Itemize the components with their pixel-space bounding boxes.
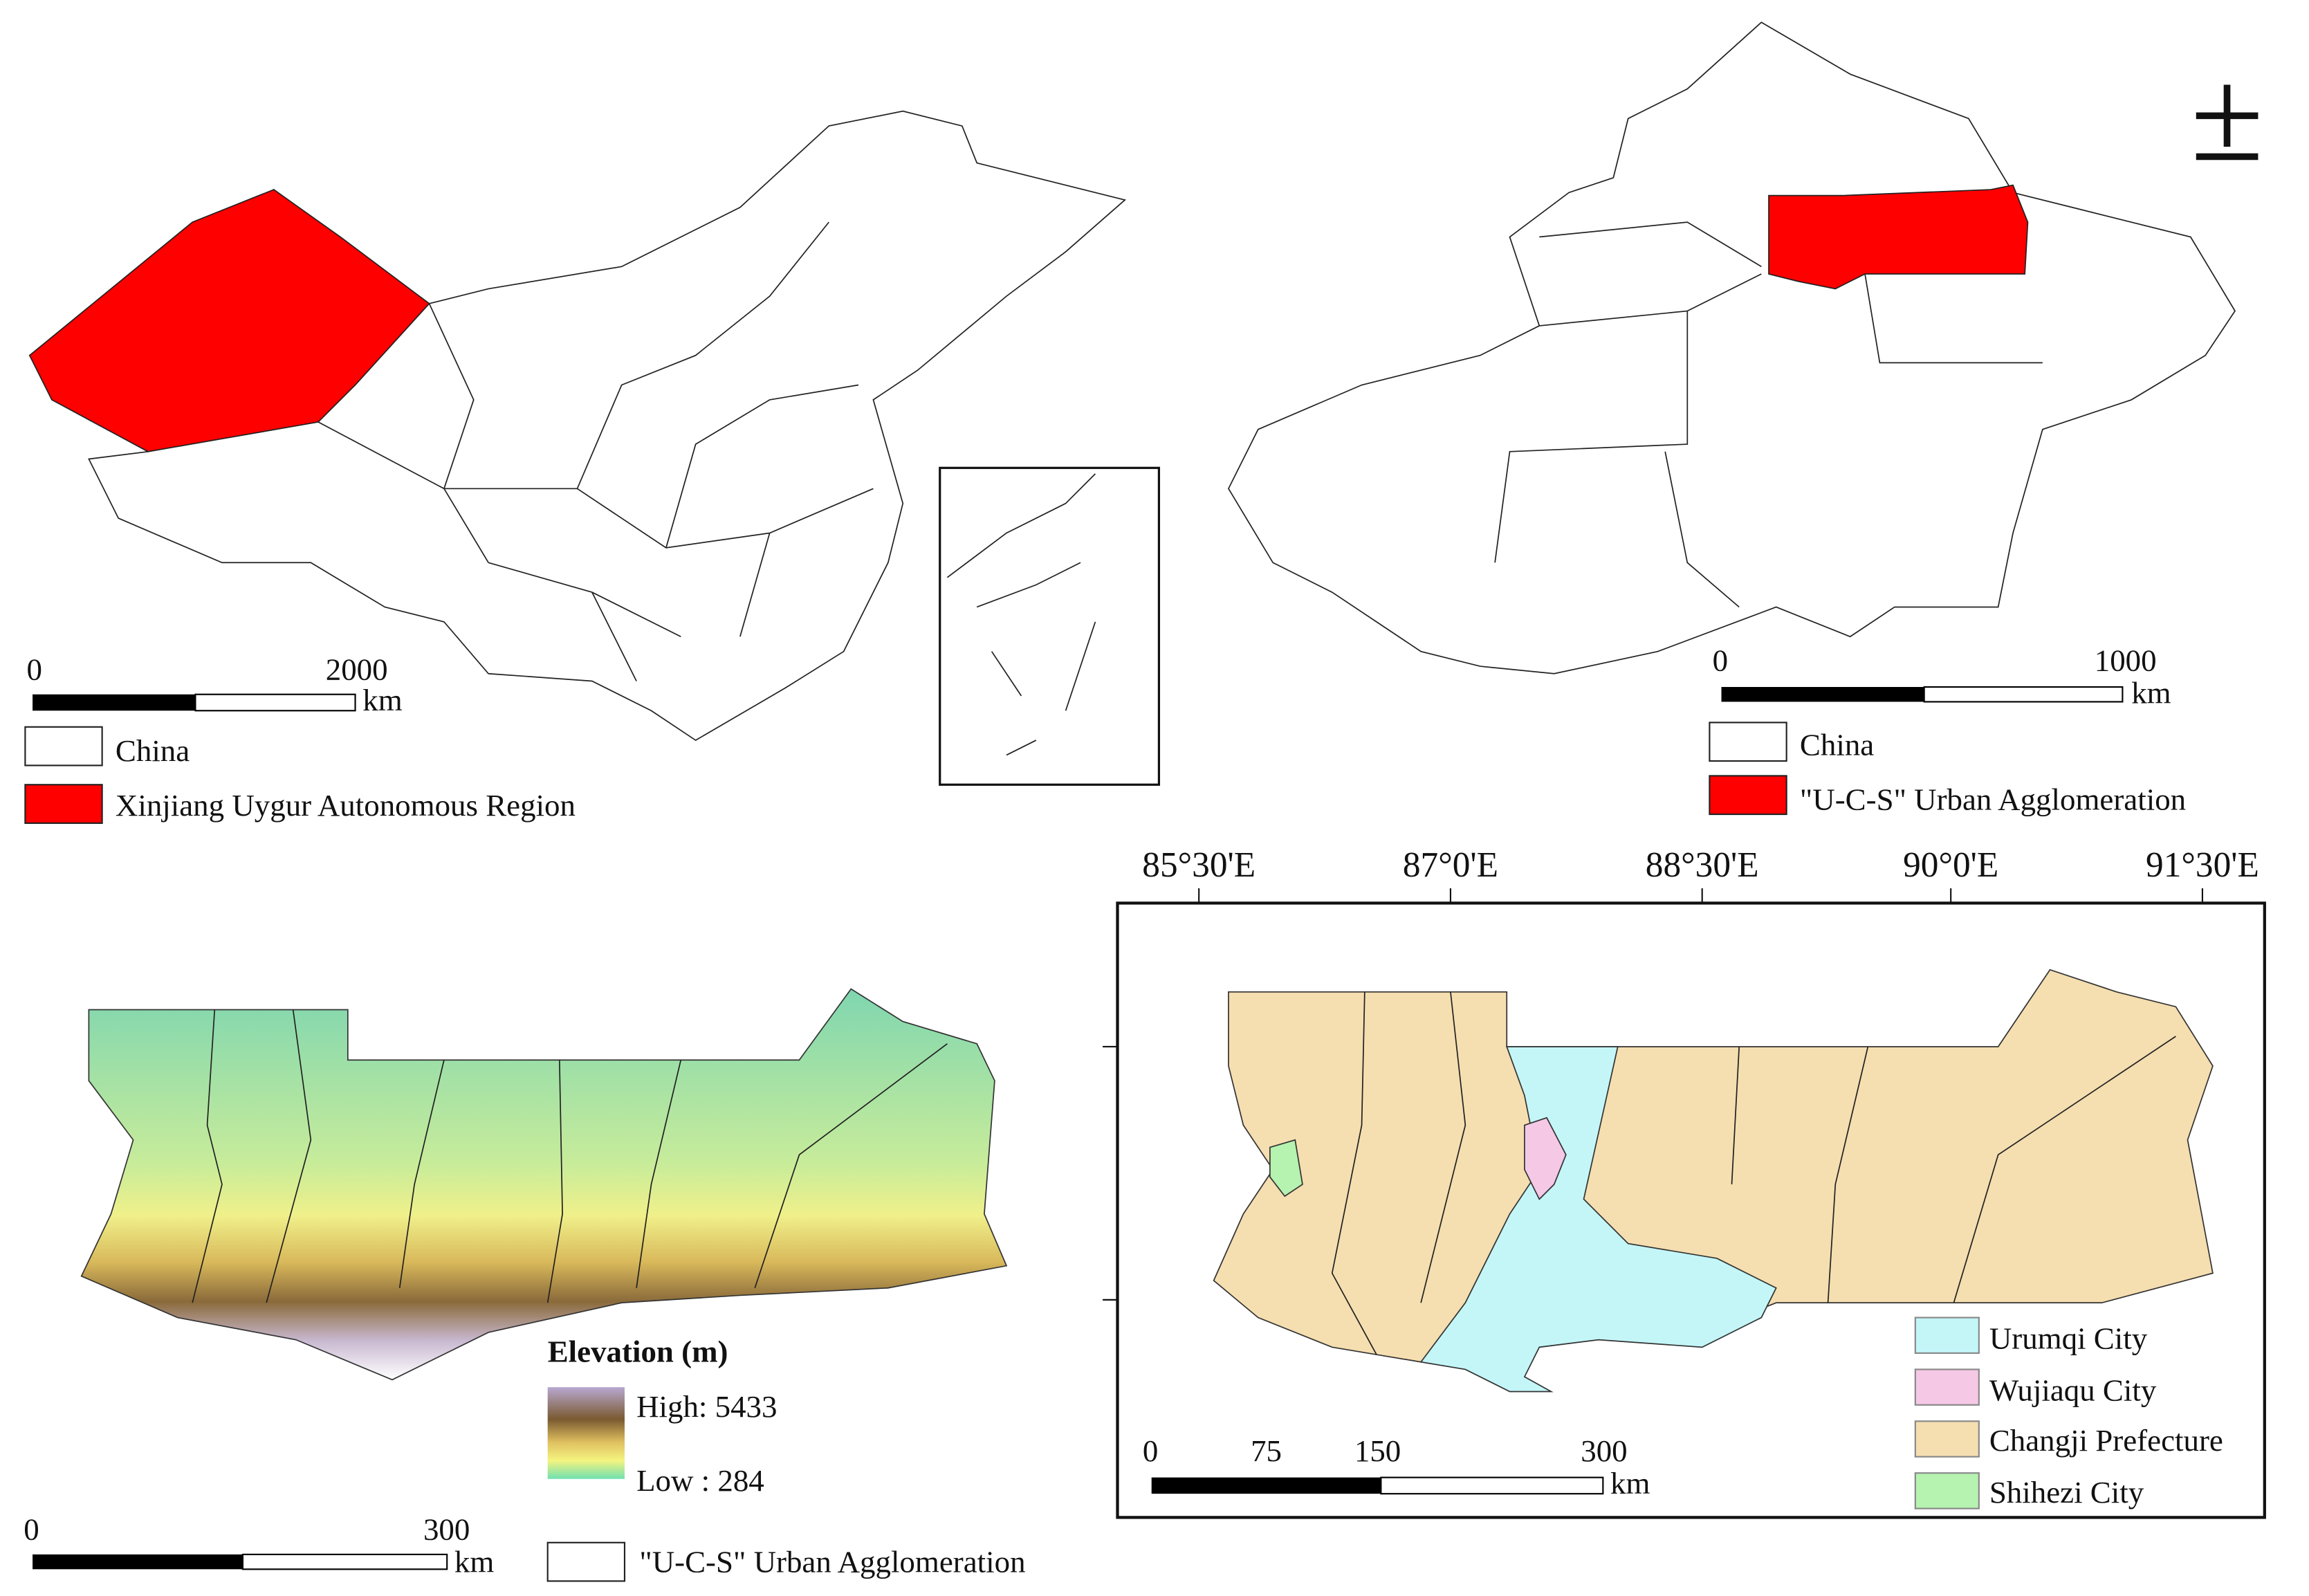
- scale-bar-dark: [1151, 1477, 1381, 1494]
- south-china-sea-inset: [939, 466, 1161, 786]
- scale-label: 75: [1251, 1433, 1282, 1468]
- urumqi-area: [1419, 1046, 1777, 1393]
- lon-label: 85°30'E: [1142, 845, 1255, 885]
- scale-unit: km: [2131, 676, 2171, 710]
- north-arrow: ±: [2191, 41, 2264, 189]
- scale-label: 150: [1354, 1433, 1401, 1468]
- lon-label: 88°30'E: [1646, 845, 1759, 885]
- legend-swatch: [1914, 1317, 1980, 1354]
- scale-label: 300: [1581, 1433, 1627, 1468]
- elevation-ramp: [547, 1387, 625, 1479]
- legend-label: "U-C-S" Urban Agglomeration: [1800, 782, 2186, 817]
- legend-swatch: [24, 784, 103, 824]
- scale-unit: km: [1610, 1466, 1650, 1501]
- china-map: 0 2000 km China Xinjiang Uygur Autonomou…: [24, 110, 1161, 824]
- legend-label: Urumqi City: [1989, 1321, 2148, 1355]
- legend-label: China: [1800, 727, 1874, 762]
- elevation-surface: [80, 988, 1008, 1381]
- scale-bar-dark: [33, 694, 196, 711]
- legend-low: Low : 284: [636, 1463, 764, 1498]
- xinjiang-outline: [1228, 21, 2236, 675]
- scale-label: 0: [1713, 643, 1728, 677]
- shihezi-area: [1269, 1139, 1303, 1198]
- scale-bar-dark: [33, 1554, 243, 1570]
- scale-label: 0: [24, 1512, 39, 1547]
- legend-label: Changji Prefecture: [1989, 1423, 2223, 1458]
- legend-label: "U-C-S" Urban Agglomeration: [639, 1545, 1025, 1579]
- changji-area: [1213, 969, 2214, 1363]
- scale-label: 300: [423, 1512, 470, 1547]
- scale-bar-light: [1380, 1476, 1604, 1495]
- prefecture-lines: [1494, 221, 2043, 608]
- scale-unit: km: [362, 683, 402, 717]
- legend-swatch: [1914, 1420, 1980, 1458]
- elevation-map: Elevation (m) High: 5433 Low : 284 0 300…: [24, 988, 1026, 1582]
- legend-swatch: [24, 726, 103, 767]
- legend-swatch: [1914, 1368, 1980, 1406]
- county-lines: [1331, 991, 2176, 1355]
- legend-label: China: [116, 733, 190, 768]
- inset-coast: [946, 473, 1096, 756]
- scale-label: 0: [1143, 1433, 1158, 1468]
- ucs-region: [1768, 184, 2029, 290]
- map-frame: [1116, 901, 2266, 1519]
- xinjiang-region: [28, 189, 430, 452]
- scale-bar-light: [241, 1553, 448, 1570]
- cities-map: 85°30'E 87°0'E 88°30'E 90°0'E 91°30'E 0 …: [1103, 845, 2266, 1519]
- scale-label: 0: [27, 652, 42, 686]
- scale-bar-dark: [1721, 687, 1924, 702]
- scale-label: 1000: [2095, 643, 2157, 677]
- district-lines: [192, 1009, 948, 1303]
- legend-label: Shihezi City: [1989, 1475, 2144, 1510]
- china-outline: [88, 110, 1127, 742]
- scale-unit: km: [454, 1545, 494, 1579]
- legend-swatch: [1709, 775, 1787, 816]
- scale-label: 2000: [326, 652, 388, 686]
- xinjiang-map: ± 0 1000 km China "U-C-S" Urban Agglomer…: [1228, 21, 2264, 817]
- legend-swatch: [1709, 722, 1787, 762]
- legend-label: Wujiaqu City: [1989, 1373, 2157, 1407]
- legend-title: Elevation (m): [548, 1334, 728, 1369]
- lon-label: 87°0'E: [1403, 845, 1498, 885]
- province-lines: [318, 221, 874, 681]
- wujiaqu-area: [1524, 1117, 1567, 1200]
- scale-bar-light: [1923, 686, 2124, 703]
- lon-label: 91°30'E: [2146, 845, 2259, 885]
- legend-label: Xinjiang Uygur Autonomous Region: [116, 788, 576, 823]
- legend-swatch: [1914, 1472, 1980, 1510]
- lon-label: 90°0'E: [1903, 845, 1998, 885]
- legend-high: High: 5433: [636, 1389, 777, 1424]
- legend-swatch: [546, 1541, 626, 1582]
- scale-bar-light: [194, 693, 356, 712]
- lon-ticks: [1103, 888, 2204, 1301]
